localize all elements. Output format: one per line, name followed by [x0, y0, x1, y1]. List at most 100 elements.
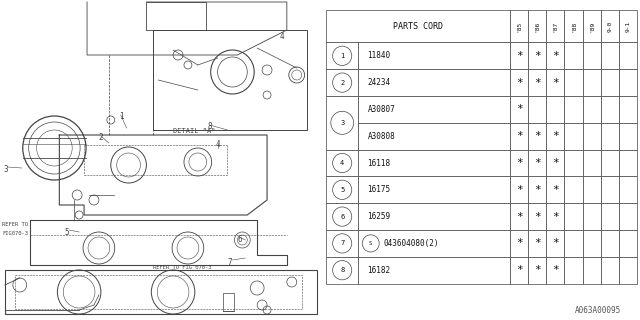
Text: REFER TO: REFER TO — [2, 222, 28, 227]
Bar — [600, 176, 619, 203]
Text: 6: 6 — [237, 235, 242, 244]
Text: 8: 8 — [208, 122, 212, 131]
Bar — [223, 293, 234, 311]
Text: *: * — [516, 265, 522, 275]
Text: 16259: 16259 — [367, 212, 390, 221]
Bar — [564, 10, 582, 43]
Text: 1: 1 — [340, 53, 344, 59]
Text: '88: '88 — [571, 20, 576, 32]
Bar — [547, 69, 564, 96]
Bar — [358, 257, 510, 284]
Text: 5: 5 — [64, 228, 69, 237]
Text: FIG070-3: FIG070-3 — [2, 231, 28, 236]
Bar — [154, 30, 307, 130]
Text: *: * — [516, 131, 522, 141]
Bar — [564, 203, 582, 230]
Circle shape — [333, 73, 352, 92]
Text: *: * — [534, 158, 541, 168]
Bar — [510, 123, 528, 150]
Bar — [528, 123, 547, 150]
Bar — [564, 69, 582, 96]
Bar — [547, 43, 564, 69]
Bar — [528, 230, 547, 257]
Bar — [582, 123, 600, 150]
Text: 7: 7 — [340, 240, 344, 246]
Text: *: * — [552, 158, 559, 168]
Text: 3: 3 — [340, 120, 344, 126]
Text: *: * — [516, 51, 522, 61]
Bar — [147, 2, 205, 30]
Bar — [326, 203, 358, 230]
Bar — [582, 176, 600, 203]
Bar — [358, 230, 510, 257]
Text: A30808: A30808 — [367, 132, 396, 141]
Text: PARTS CORD: PARTS CORD — [393, 21, 444, 30]
Text: 1: 1 — [118, 112, 124, 121]
Text: 5: 5 — [340, 187, 344, 193]
Bar — [510, 150, 528, 176]
Text: 16182: 16182 — [367, 266, 390, 275]
Bar — [582, 150, 600, 176]
Text: DETAIL "A": DETAIL "A" — [173, 128, 216, 134]
Text: *: * — [534, 131, 541, 141]
Bar — [547, 150, 564, 176]
Text: '86: '86 — [535, 20, 540, 32]
Bar — [528, 203, 547, 230]
Text: *: * — [552, 51, 559, 61]
Text: 7: 7 — [227, 258, 232, 267]
Bar — [510, 230, 528, 257]
Text: 24234: 24234 — [367, 78, 390, 87]
Bar — [547, 96, 564, 123]
Circle shape — [333, 207, 352, 226]
Text: 4: 4 — [216, 140, 220, 149]
Bar — [547, 123, 564, 150]
Bar — [564, 43, 582, 69]
Text: 11840: 11840 — [367, 51, 390, 60]
Bar — [582, 203, 600, 230]
Bar — [358, 43, 510, 69]
Text: *: * — [552, 265, 559, 275]
Circle shape — [333, 260, 352, 280]
Bar — [326, 230, 358, 257]
Bar — [510, 69, 528, 96]
Text: *: * — [516, 238, 522, 248]
Bar — [358, 96, 510, 123]
Text: *: * — [534, 185, 541, 195]
Bar — [510, 176, 528, 203]
Bar — [582, 43, 600, 69]
Text: 9-0: 9-0 — [607, 20, 612, 32]
Bar — [326, 69, 358, 96]
Text: 3: 3 — [4, 165, 8, 174]
Text: REFER TO FIG 070-3: REFER TO FIG 070-3 — [154, 265, 212, 270]
Bar — [619, 123, 637, 150]
Bar — [510, 10, 528, 43]
Text: 16175: 16175 — [367, 185, 390, 194]
Bar — [326, 150, 358, 176]
Bar — [619, 96, 637, 123]
Bar — [326, 43, 358, 69]
Bar — [564, 150, 582, 176]
Text: 4: 4 — [280, 32, 285, 41]
Text: *: * — [516, 158, 522, 168]
Bar — [600, 10, 619, 43]
Bar — [600, 96, 619, 123]
Text: '87: '87 — [553, 20, 558, 32]
Bar — [547, 203, 564, 230]
Bar — [600, 43, 619, 69]
Bar — [619, 257, 637, 284]
Text: *: * — [552, 185, 559, 195]
Text: *: * — [534, 212, 541, 222]
Bar — [582, 230, 600, 257]
Bar — [582, 96, 600, 123]
Bar — [564, 96, 582, 123]
Text: S: S — [369, 241, 372, 246]
Text: 4: 4 — [340, 160, 344, 166]
Bar — [600, 69, 619, 96]
Bar — [582, 257, 600, 284]
Text: 8: 8 — [340, 267, 344, 273]
Text: 16118: 16118 — [367, 158, 390, 167]
Text: *: * — [552, 212, 559, 222]
Bar — [528, 176, 547, 203]
Bar — [564, 230, 582, 257]
Text: 9-1: 9-1 — [625, 20, 630, 32]
